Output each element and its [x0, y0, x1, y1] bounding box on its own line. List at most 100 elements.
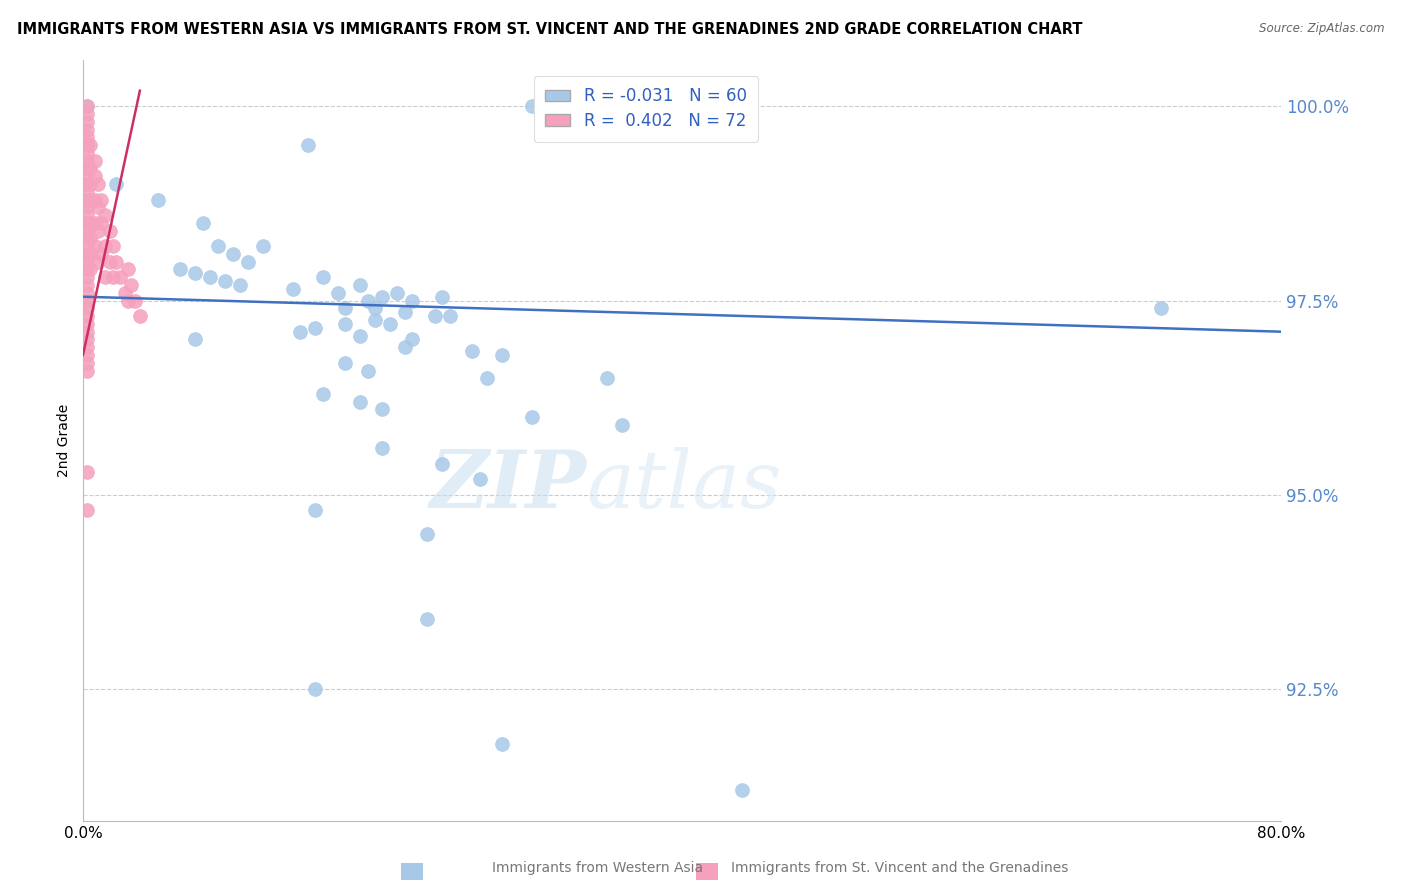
Point [349, 278, 371, 293]
Point [79, 216, 101, 230]
Point [76, 465, 98, 479]
Point [311, 270, 333, 285]
Point [94, 239, 117, 253]
Point [76, 224, 98, 238]
Point [84, 216, 107, 230]
Point [236, 254, 259, 268]
Point [522, 410, 544, 425]
Point [84, 169, 107, 184]
Point [76, 325, 98, 339]
Point [94, 270, 117, 285]
Point [101, 270, 124, 285]
Point [87, 200, 110, 214]
Point [76, 262, 98, 277]
Text: ZIP: ZIP [429, 448, 586, 525]
Point [304, 682, 326, 697]
Point [401, 293, 423, 308]
Text: Immigrants from Western Asia: Immigrants from Western Asia [492, 862, 703, 875]
Point [416, 526, 439, 541]
Point [76, 122, 98, 136]
Point [349, 328, 371, 343]
Point [94, 208, 117, 222]
Point [297, 138, 319, 153]
Point [76, 239, 98, 253]
Point [423, 309, 446, 323]
Point [76, 293, 98, 308]
Point [304, 503, 326, 517]
Point [98, 254, 121, 268]
Point [76, 107, 98, 121]
Point [76, 317, 98, 331]
Point [610, 417, 633, 432]
Point [87, 254, 110, 268]
Point [731, 783, 754, 797]
Point [371, 402, 394, 417]
Point [371, 290, 394, 304]
Point [76, 309, 98, 323]
Point [79, 193, 101, 207]
Point [477, 371, 499, 385]
Point [76, 348, 98, 362]
Point [76, 278, 98, 293]
Point [76, 231, 98, 245]
Point [114, 285, 136, 300]
Point [184, 266, 207, 280]
Point [461, 344, 484, 359]
Point [356, 363, 378, 377]
Point [90, 247, 112, 261]
Y-axis label: 2nd Grade: 2nd Grade [58, 404, 72, 477]
Point [184, 333, 207, 347]
Point [200, 270, 222, 285]
Point [117, 293, 139, 308]
Point [76, 145, 98, 160]
Point [207, 239, 229, 253]
Point [84, 239, 107, 253]
Point [1150, 301, 1173, 316]
Legend: R = -0.031   N = 60, R =  0.402   N = 72: R = -0.031 N = 60, R = 0.402 N = 72 [534, 76, 758, 142]
Point [596, 371, 619, 385]
Point [333, 301, 356, 316]
Point [79, 231, 101, 245]
Text: Source: ZipAtlas.com: Source: ZipAtlas.com [1260, 22, 1385, 36]
Point [401, 333, 423, 347]
Point [364, 313, 387, 327]
Point [79, 161, 101, 176]
Point [76, 185, 98, 199]
Point [371, 442, 394, 456]
Point [84, 153, 107, 168]
Point [191, 216, 214, 230]
Point [364, 301, 387, 316]
Point [387, 285, 409, 300]
Point [104, 177, 127, 191]
Point [110, 270, 132, 285]
Point [76, 340, 98, 354]
Point [356, 293, 378, 308]
Point [79, 177, 101, 191]
Point [76, 153, 98, 168]
Point [229, 278, 252, 293]
Point [394, 340, 416, 354]
Point [326, 285, 349, 300]
Point [76, 503, 98, 517]
Point [76, 216, 98, 230]
Point [76, 99, 98, 113]
Point [98, 224, 121, 238]
Point [76, 247, 98, 261]
Point [90, 193, 112, 207]
Point [76, 254, 98, 268]
Point [104, 254, 127, 268]
Point [304, 320, 326, 334]
Text: IMMIGRANTS FROM WESTERN ASIA VS IMMIGRANTS FROM ST. VINCENT AND THE GRENADINES 2: IMMIGRANTS FROM WESTERN ASIA VS IMMIGRAN… [17, 22, 1083, 37]
Point [288, 325, 311, 339]
Text: Immigrants from St. Vincent and the Grenadines: Immigrants from St. Vincent and the Gren… [731, 862, 1069, 875]
Point [76, 169, 98, 184]
Point [76, 99, 98, 113]
Point [349, 394, 371, 409]
Point [522, 99, 544, 113]
Point [87, 177, 110, 191]
Point [76, 138, 98, 153]
Point [76, 208, 98, 222]
Point [76, 270, 98, 285]
Point [222, 247, 245, 261]
Point [79, 262, 101, 277]
